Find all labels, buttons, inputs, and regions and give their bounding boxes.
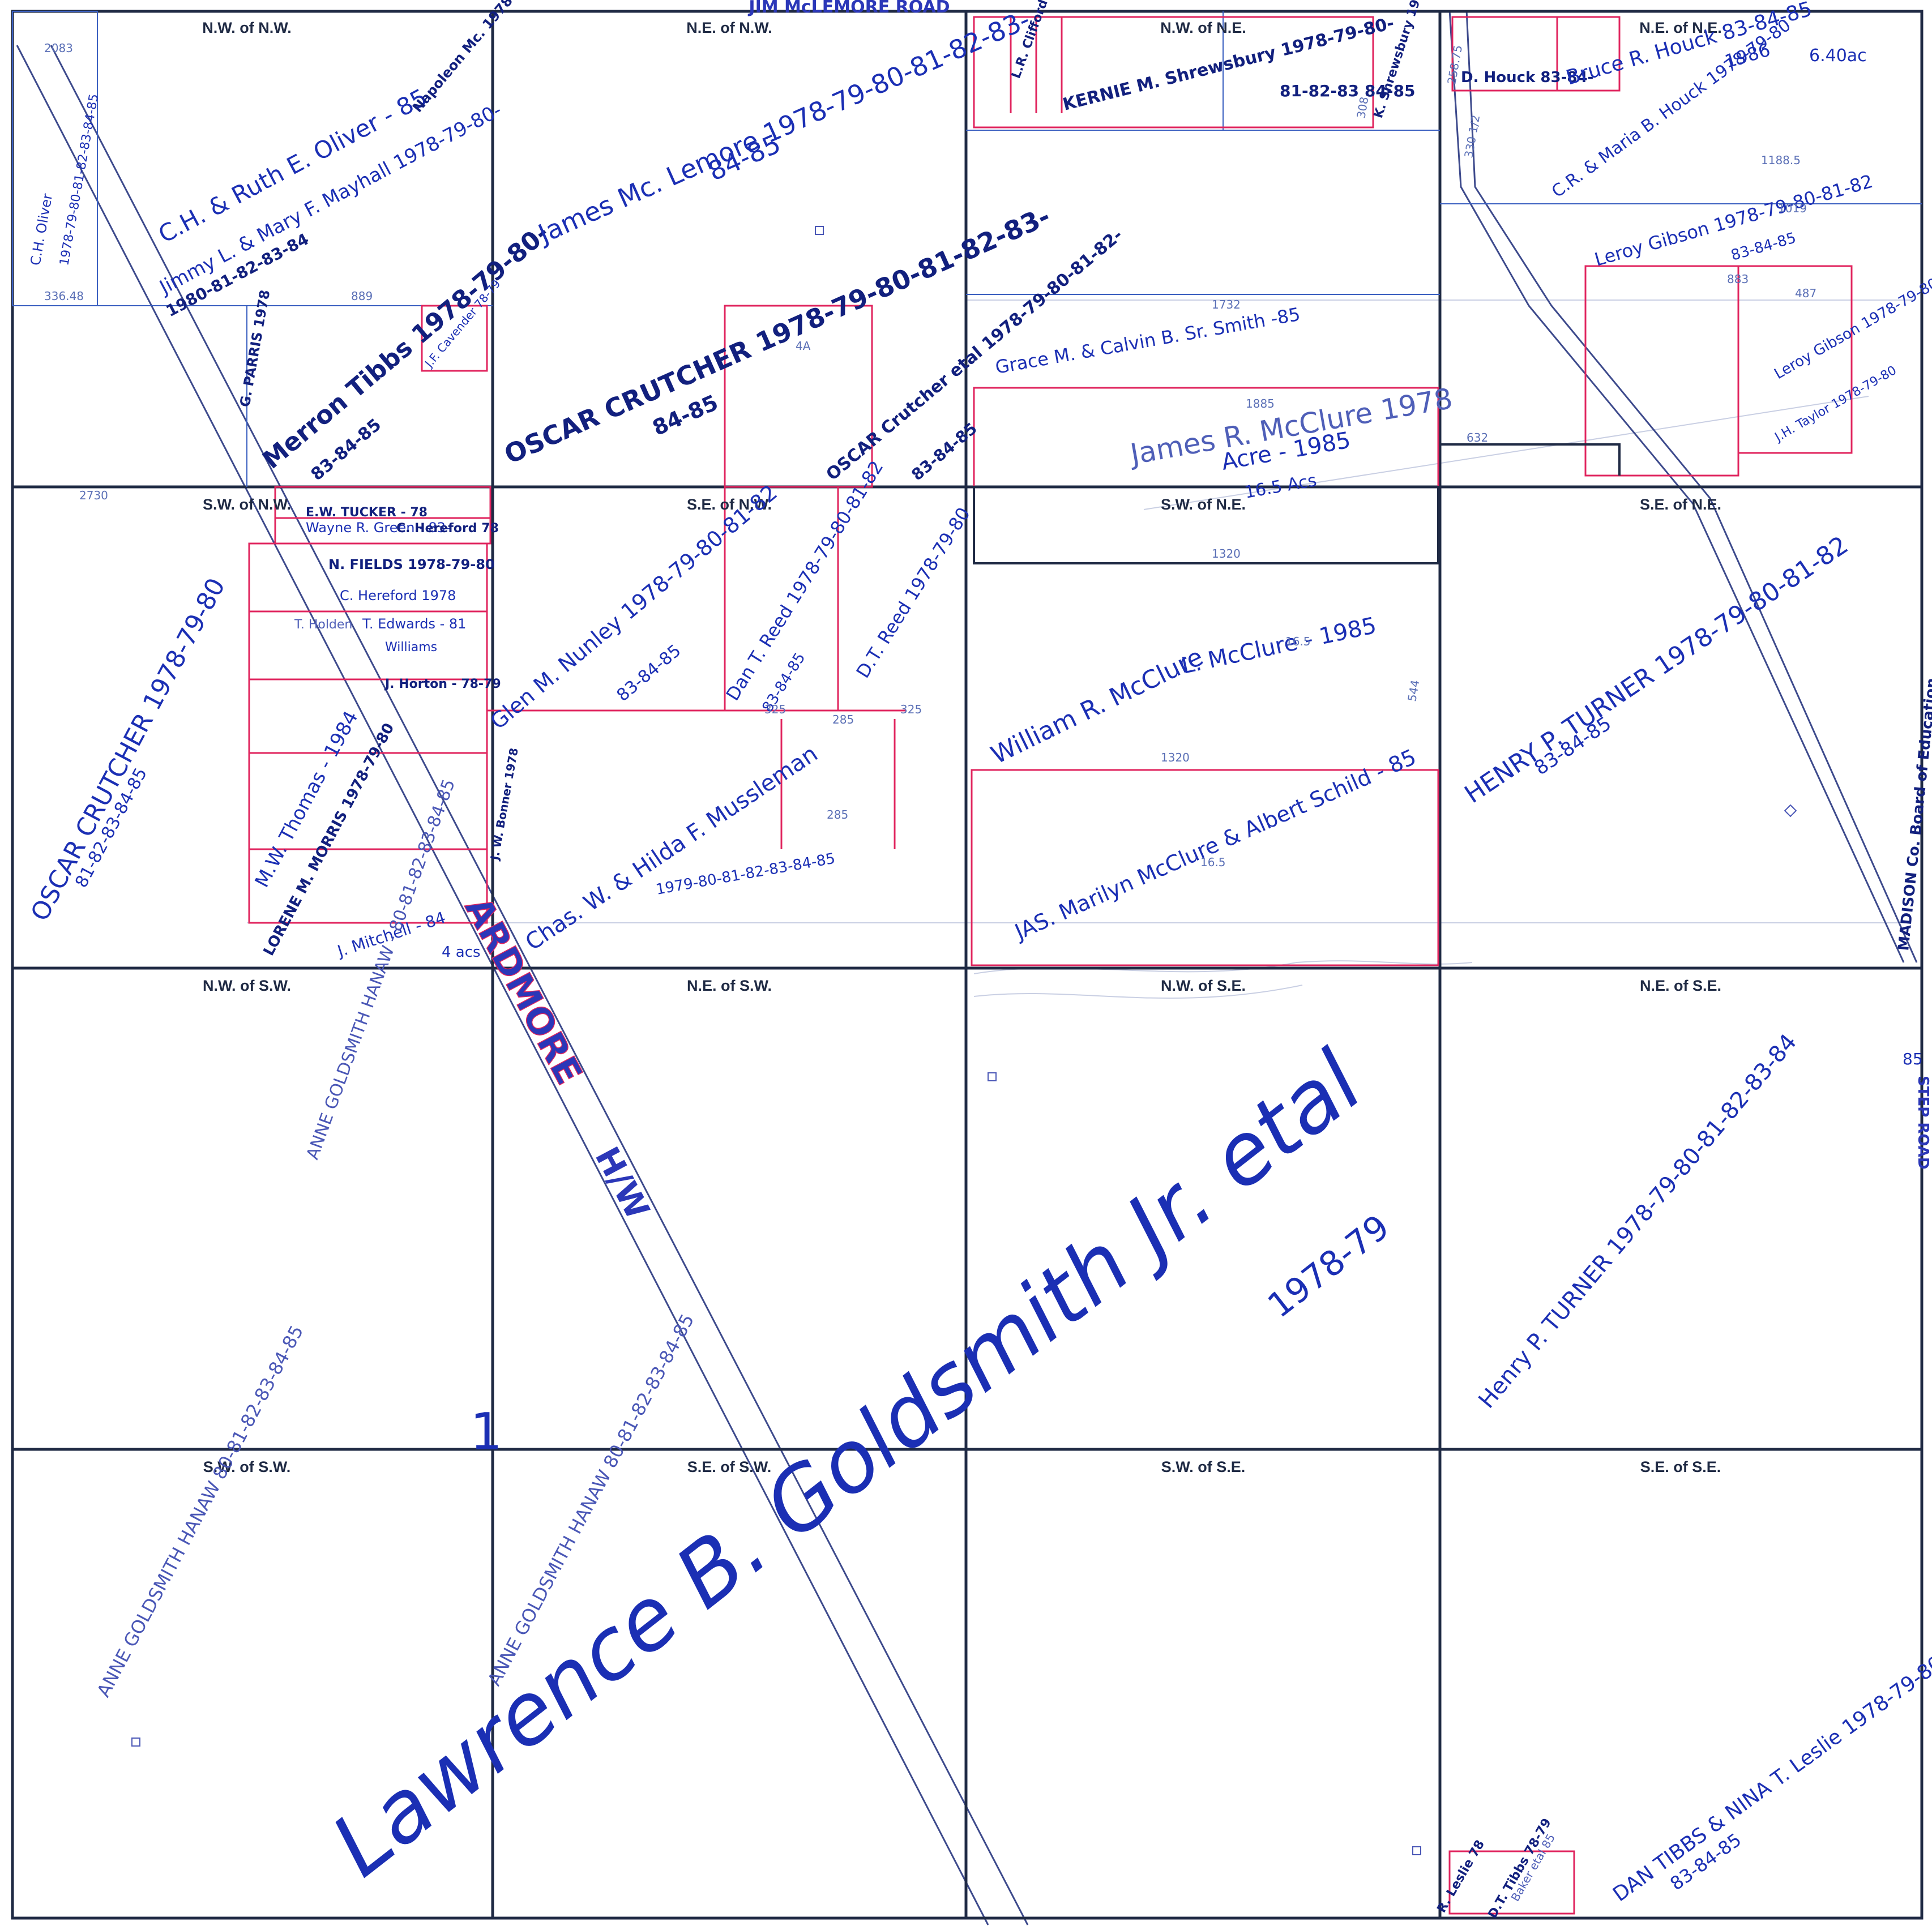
ne-road (1448, 10, 1918, 963)
owner-shrewsbury-years: 81-82-83 84-85 (1280, 82, 1415, 100)
red-parcels (248, 16, 1853, 1915)
dim-1320-top: 1320 (1212, 547, 1241, 560)
owner-fields: N. FIELDS 1978-79-80 (328, 557, 495, 572)
quarter-label-nw-sw: N.W. of S.W. (203, 977, 291, 994)
owner-williams: Williams (385, 640, 437, 654)
owner-holden: T. Holden (294, 618, 352, 632)
quarter-label-nw-ne: N.W. of N.E. (1160, 19, 1246, 36)
dim-16-5-lower: 16.5 (1200, 855, 1226, 869)
owner-edwards: T. Edwards - 81 (362, 616, 466, 632)
dark-parcels (973, 443, 1621, 564)
owner-turner-se-years: 85 (1903, 1050, 1923, 1068)
quarter-label-sw-nw: S.W. of N.W. (203, 496, 291, 513)
owner-hereford-2: C. Hereford 1978 (340, 588, 456, 604)
dim-1732: 1732 (1212, 298, 1241, 311)
quarter-label-sw-se: S.W. of S.E. (1161, 1458, 1246, 1475)
dim-883: 883 (1727, 272, 1749, 286)
quarter-label-ne-se: N.E. of S.E. (1640, 977, 1721, 994)
dim-285-bottom: 285 (827, 808, 848, 821)
quarter-label-se-se: S.E. of S.E. (1640, 1458, 1721, 1475)
dim-285-top: 285 (832, 713, 854, 726)
quarter-label-se-ne: S.E. of N.E. (1640, 496, 1721, 513)
dim-1188-5: 1188.5 (1761, 153, 1801, 167)
quarter-label-sw-sw: S.W. of S.W. (203, 1458, 291, 1475)
owner-hereford: C. Hereford 78 (396, 521, 499, 536)
owner-four-acs: 4 acs (442, 944, 481, 961)
dim-889: 889 (351, 289, 373, 303)
dim-16-5-upper: 16.5 (1285, 635, 1311, 648)
quarter-label-ne-ne: N.E. of N.E. (1639, 19, 1722, 36)
dim-6-40ac: 6.40ac (1809, 46, 1867, 66)
quarter-label-nw-se: N.W. of S.E. (1161, 977, 1246, 994)
quarter-label-ne-sw: N.E. of S.W. (687, 977, 772, 994)
survey-markers (131, 226, 1797, 1855)
dim-336-48: 336.48 (44, 289, 84, 303)
dim-2730: 2730 (79, 489, 108, 502)
dim-2083: 2083 (44, 41, 73, 55)
corner-mark: 1 (470, 1402, 502, 1462)
owner-houck-d: D. Houck 83-84- (1461, 69, 1593, 86)
dim-487: 487 (1795, 286, 1816, 300)
road-label-right-edge: STEP ROAD (1914, 1076, 1931, 1169)
section-grid (11, 10, 1924, 1920)
dim-325-right: 325 (900, 703, 922, 716)
quarter-label-se-nw: S.E. of N.W. (687, 496, 772, 513)
dim-1019: 1019 (1778, 202, 1807, 215)
owner-horton: J. Horton - 78-79 (384, 677, 501, 691)
quarter-label-ne-nw: N.E. of N.W. (686, 19, 772, 36)
dim-1885: 1885 (1246, 397, 1275, 410)
quarter-label-sw-ne: S.W. of N.E. (1161, 496, 1246, 513)
ardmore-highway (16, 45, 1029, 1925)
parcel-outlines (12, 11, 1922, 487)
dim-325-left: 325 (764, 703, 786, 716)
road-label-jim-mclemore: JIM McLEMORE ROAD (747, 0, 950, 17)
quarter-label-nw-nw: N.W. of N.W. (202, 19, 291, 36)
owner-green: Wayne R. Green - 83- (306, 520, 451, 536)
dim-1320-bottom: 1320 (1161, 751, 1190, 764)
dim-4a: 4A (796, 339, 811, 353)
quarter-label-se-sw: S.E. of S.W. (687, 1458, 772, 1475)
owner-tucker: E.W. TUCKER - 78 (306, 506, 428, 520)
dim-632: 632 (1467, 431, 1488, 444)
